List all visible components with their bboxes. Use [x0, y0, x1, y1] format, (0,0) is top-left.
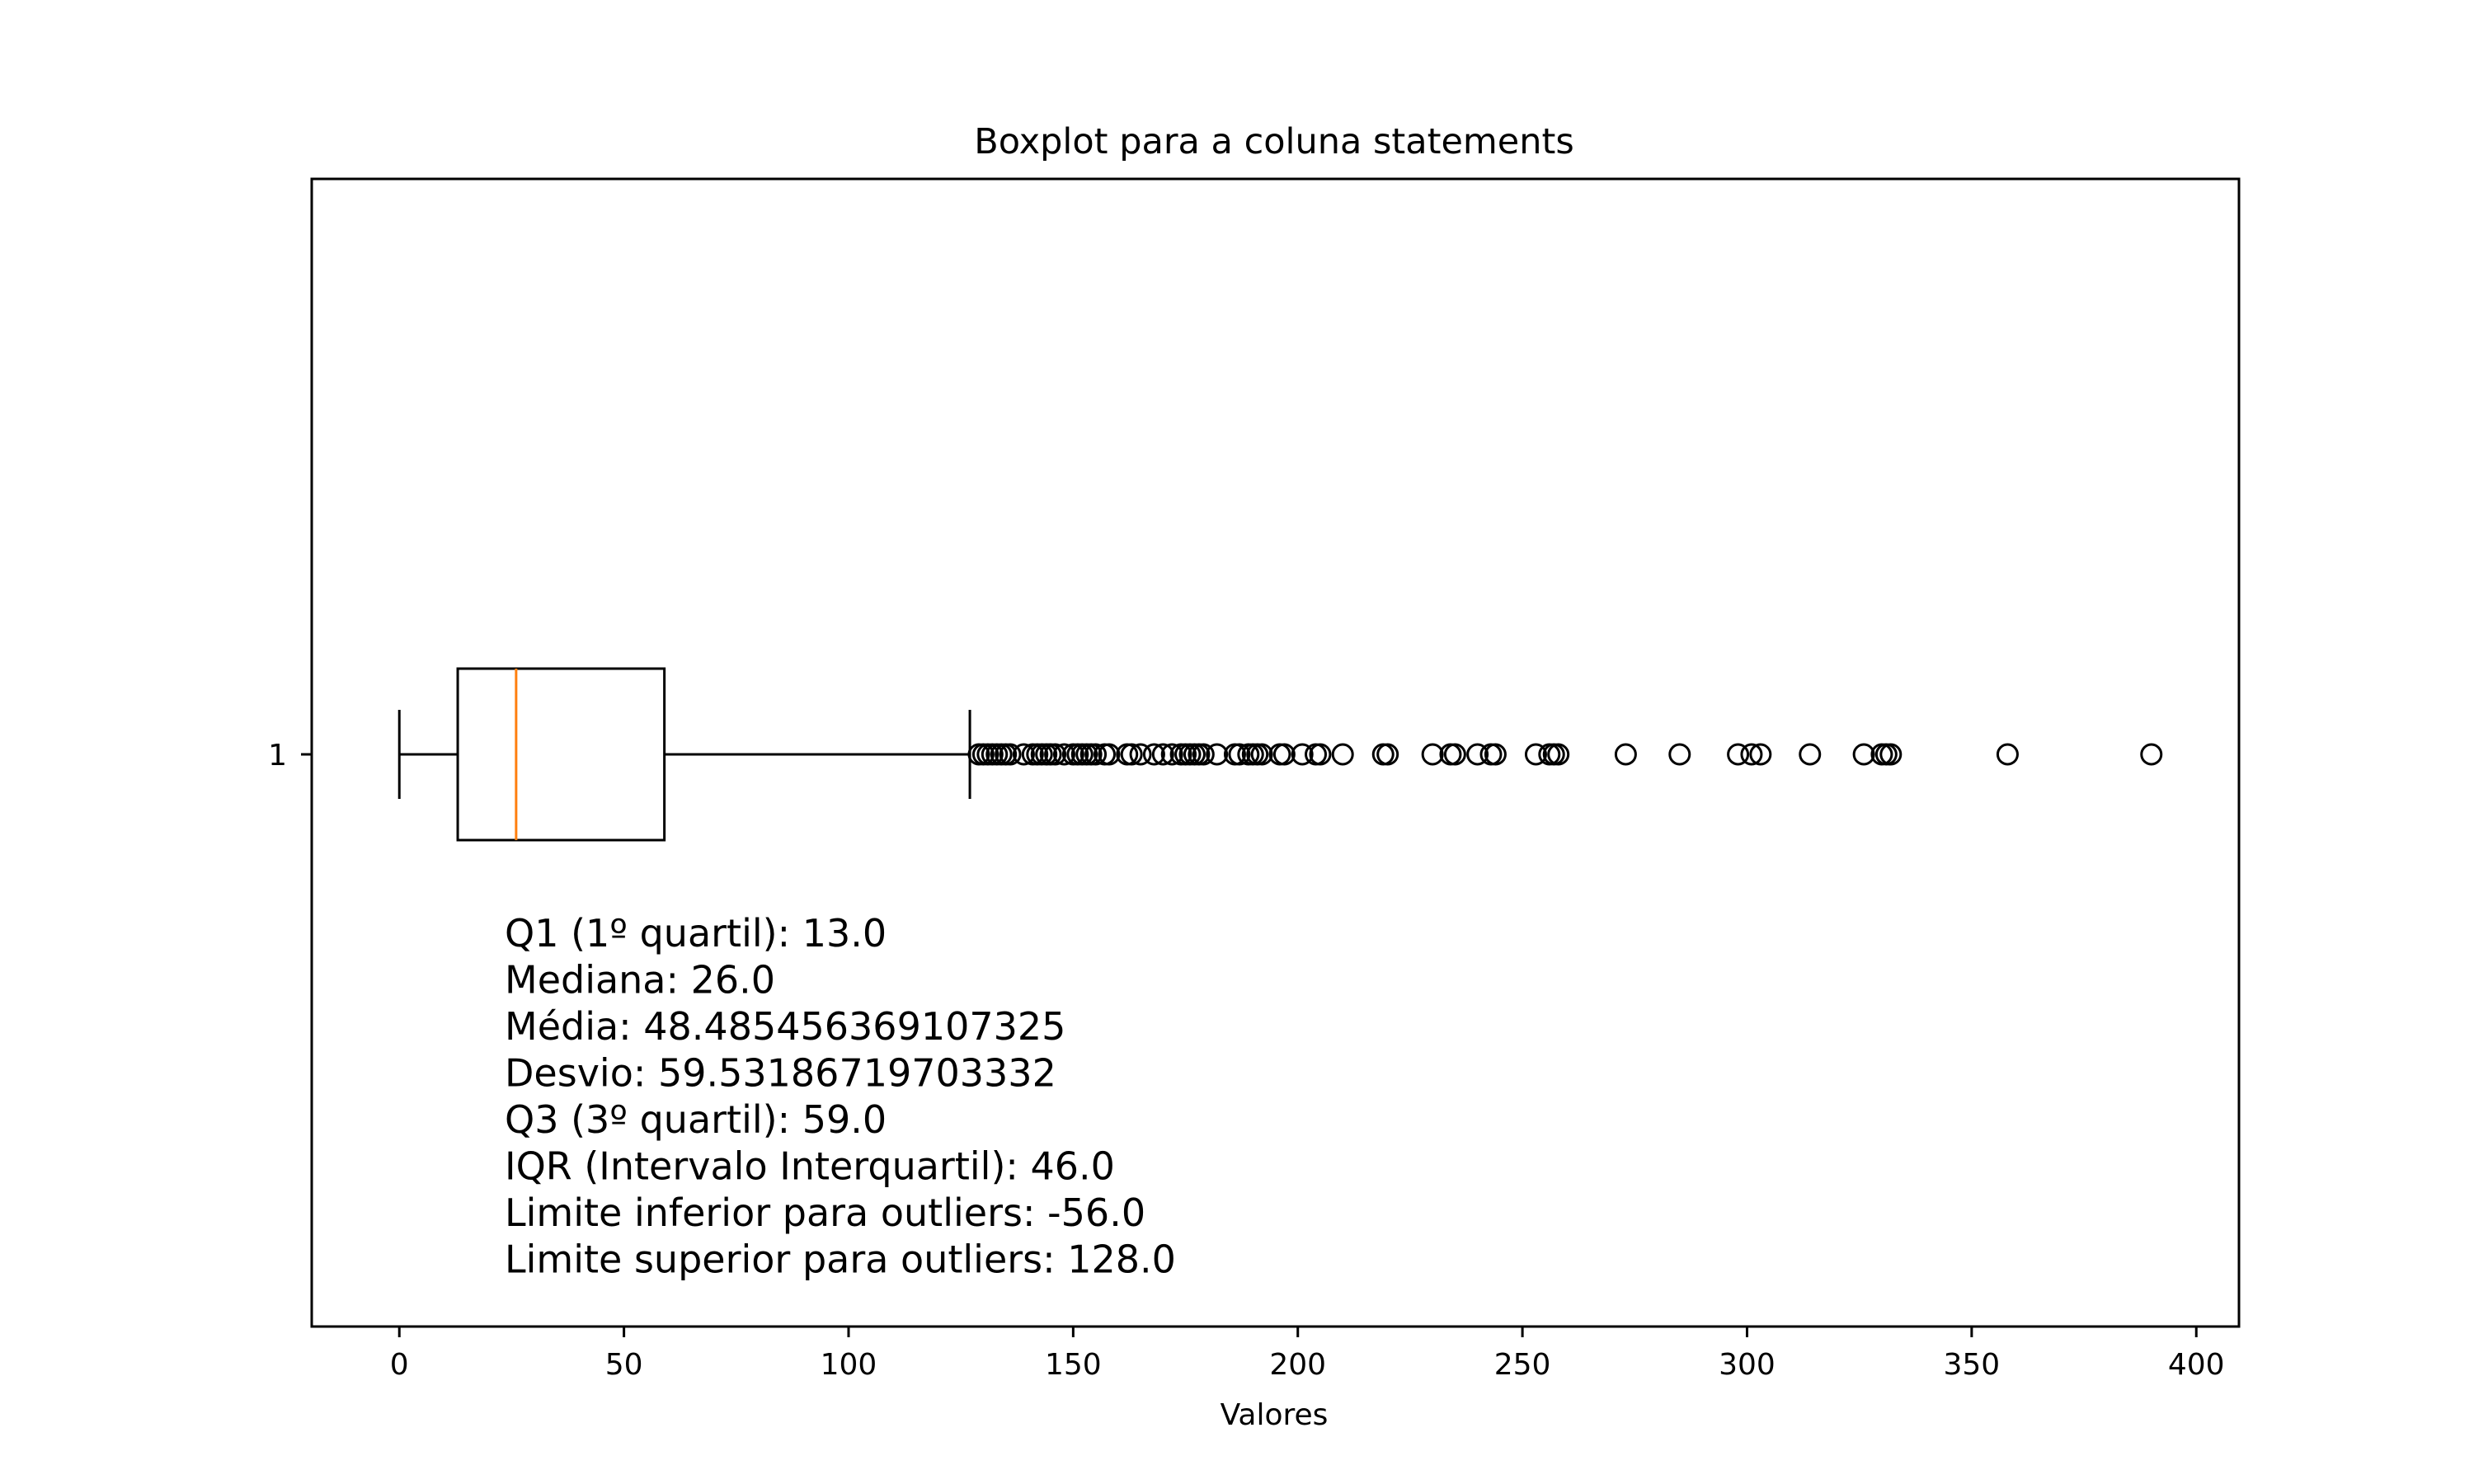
outlier-point [1547, 743, 1570, 766]
annotation-line: Q1 (1º quartil): 13.0 [505, 911, 887, 956]
outlier-point [1749, 743, 1772, 766]
chart-title: Boxplot para a coluna statements [974, 121, 1574, 162]
outlier-point [1272, 743, 1296, 766]
x-tick-label: 400 [2168, 1348, 2225, 1382]
x-tick-label: 150 [1045, 1348, 1102, 1382]
outlier-point [1484, 743, 1507, 766]
outlier-point [1524, 743, 1547, 766]
boxplot-series [397, 667, 2163, 842]
annotation-line: Q3 (3º quartil): 59.0 [505, 1097, 887, 1142]
outlier-point [1727, 743, 1750, 766]
outlier-point [1421, 743, 1444, 766]
annotation-line: Limite inferior para outliers: -56.0 [505, 1190, 1145, 1235]
outlier-point [1206, 743, 1229, 766]
annotation-line: Média: 48.485456369107325 [505, 1004, 1065, 1049]
x-tick-label: 50 [605, 1348, 643, 1382]
x-tick-label: 300 [1719, 1348, 1776, 1382]
outlier-point [1052, 743, 1075, 766]
plot-area [310, 177, 2241, 1328]
x-tick-label: 350 [1944, 1348, 2001, 1382]
outlier-point [1044, 743, 1067, 766]
outlier-point [1012, 743, 1035, 766]
annotation-line: IQR (Intervalo Interquartil): 46.0 [505, 1144, 1115, 1189]
x-axis-label: Valores [1221, 1398, 1329, 1432]
outlier-point [1879, 743, 1903, 766]
outlier-point [999, 743, 1022, 766]
outlier-point [1466, 743, 1489, 766]
outlier-point [1309, 743, 1332, 766]
y-axis-ticks: 1 [268, 739, 312, 773]
annotation-line: Desvio: 59.53186719703332 [505, 1051, 1056, 1096]
outlier-point [1331, 743, 1354, 766]
outlier-point [1160, 743, 1183, 766]
outlier-point [1376, 743, 1399, 766]
outlier-point [1120, 743, 1143, 766]
annotation-line: Mediana: 26.0 [505, 958, 775, 1003]
outlier-point [1668, 743, 1691, 766]
outlier-point [1098, 743, 1121, 766]
outlier-point [1443, 743, 1466, 766]
outlier-point [1228, 743, 1251, 766]
outlier-point [1614, 743, 1637, 766]
x-axis-ticks: 0 50 100 150 200 250 300 350 400 [390, 1327, 2225, 1382]
outlier-point [1250, 743, 1273, 766]
outlier-point [1740, 743, 1763, 766]
outlier-point [1799, 743, 1822, 766]
outlier-point [1151, 743, 1174, 766]
outlier-point [1192, 743, 1215, 766]
x-tick-label: 200 [1269, 1348, 1326, 1382]
y-tick-label: 1 [268, 739, 287, 773]
outlier-point [2140, 743, 2163, 766]
x-tick-label: 250 [1494, 1348, 1551, 1382]
outlier-point [1129, 743, 1152, 766]
outlier-point [1291, 743, 1314, 766]
outlier-point [1084, 743, 1108, 766]
outlier-point [1996, 743, 2019, 766]
outlier-points [967, 743, 2163, 766]
outlier-point [1852, 743, 1875, 766]
x-tick-label: 100 [821, 1348, 877, 1382]
x-tick-label: 0 [390, 1348, 409, 1382]
annotation-line: Limite superior para outliers: 128.0 [505, 1237, 1176, 1282]
outlier-point [1142, 743, 1165, 766]
